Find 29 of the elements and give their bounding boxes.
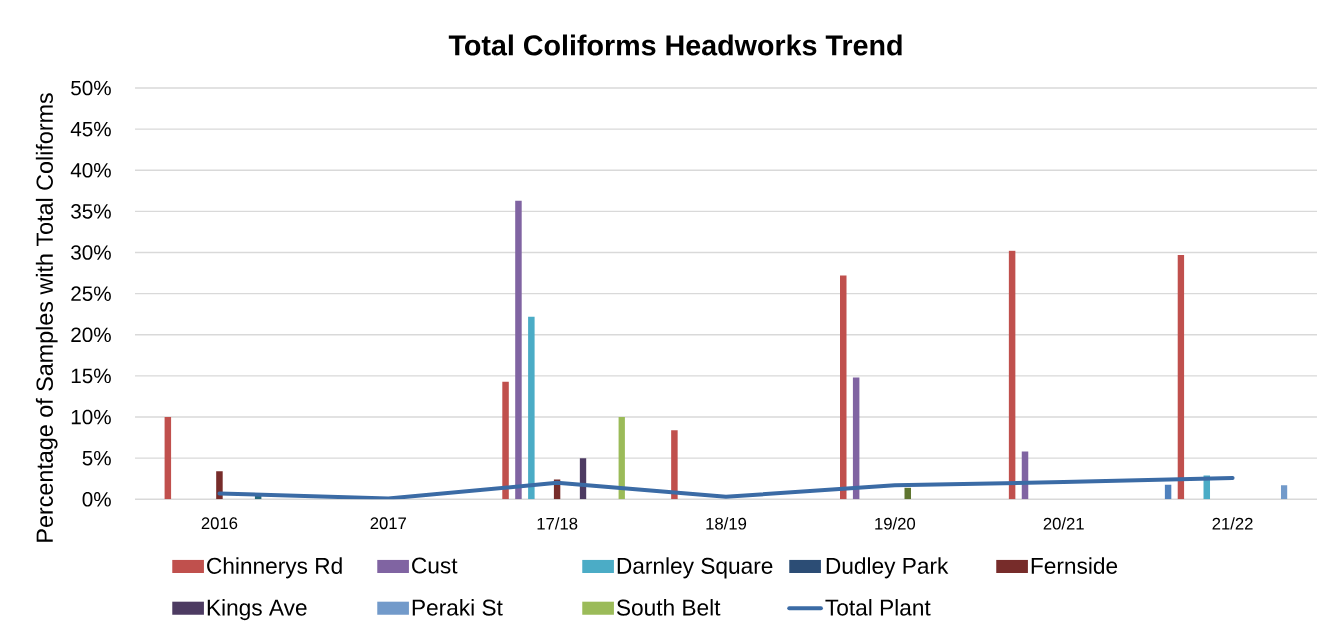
x-tick-label: 19/20 xyxy=(875,517,916,530)
y-tick-label: 15% xyxy=(71,368,111,384)
legend-label: Total Plant xyxy=(825,599,931,616)
x-tick-label: 20/21 xyxy=(1043,517,1084,530)
x-tick-label: 2016 xyxy=(201,517,238,530)
x-tick-label: 21/22 xyxy=(1212,517,1253,530)
legend-label: Darnley Square xyxy=(617,557,773,579)
legend-label: Fernside xyxy=(1031,557,1118,574)
y-tick-label: 50% xyxy=(71,80,111,96)
y-tick-label: 10% xyxy=(71,409,111,425)
y-tick-label: 45% xyxy=(70,121,111,137)
legend-label: Peraki St xyxy=(412,599,503,616)
y-tick-label: 5% xyxy=(82,450,111,466)
y-tick-label: 20% xyxy=(71,327,111,343)
legend-label: Kings Ave xyxy=(207,599,307,621)
x-tick-label: 18/19 xyxy=(706,517,747,530)
y-tick-label: 0% xyxy=(82,491,111,507)
y-tick-label: 25% xyxy=(71,286,111,301)
y-tick-label: 40% xyxy=(70,162,111,178)
legend-label: South Belt xyxy=(616,599,721,616)
y-axis-title: Percentage of Samples with Total Coliforms xyxy=(35,93,58,542)
legend-label: Chinnerys Rd xyxy=(207,557,342,579)
y-tick-label: 35% xyxy=(71,204,111,219)
legend-label: Cust xyxy=(412,557,458,574)
chart-title: Total Coliforms Headworks Trend xyxy=(448,34,902,56)
x-tick-label: 17/18 xyxy=(537,517,578,530)
x-tick-label: 2017 xyxy=(370,517,406,530)
y-tick-label: 30% xyxy=(71,245,111,260)
legend-label: Dudley Park xyxy=(826,557,949,579)
